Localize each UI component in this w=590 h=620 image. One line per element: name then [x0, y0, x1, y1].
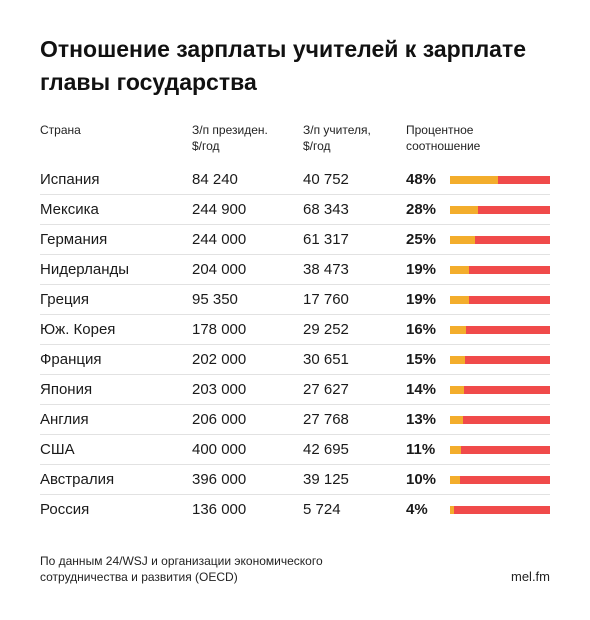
country-cell: Испания [40, 171, 100, 188]
column-header-teacher-salary: З/п учителя, $/год [303, 123, 371, 153]
country-cell: Греция [40, 291, 90, 308]
ratio-bar [450, 416, 550, 424]
teacher-salary-cell: 68 343 [303, 201, 349, 218]
ratio-bar [450, 236, 550, 244]
source-label: mel.fm [511, 569, 550, 584]
table-row: Юж. Корея 178 000 29 252 16% [40, 315, 550, 345]
president-salary-cell: 400 000 [192, 441, 247, 458]
ratio-bar [450, 176, 550, 184]
ratio-label: 25% [406, 231, 437, 248]
president-salary-cell: 396 000 [192, 471, 247, 488]
ratio-label: 15% [406, 351, 437, 368]
ratio-label: 16% [406, 321, 437, 338]
teacher-salary-cell: 39 125 [303, 471, 349, 488]
country-cell: Юж. Корея [40, 321, 116, 338]
data-table: Испания 84 240 40 752 48% Мексика 244 900 68 3… [40, 165, 550, 525]
ratio-bar [450, 296, 550, 304]
ratio-bar-fill [450, 296, 469, 304]
teacher-salary-cell: 29 252 [303, 321, 349, 338]
chart-title: Отношение зарплаты учителей к зарплате г… [40, 36, 527, 95]
country-cell: Австралия [40, 471, 115, 488]
table-row: Греция 95 350 17 760 19% [40, 285, 550, 315]
ratio-bar-fill [450, 506, 454, 514]
teacher-salary-cell: 5 724 [303, 501, 341, 518]
ratio-label: 13% [406, 411, 437, 428]
ratio-bar-fill [450, 266, 469, 274]
table-row: Австралия 396 000 39 125 10% [40, 465, 550, 495]
country-cell: США [40, 441, 75, 458]
ratio-bar [450, 326, 550, 334]
country-cell: Мексика [40, 201, 99, 218]
table-row: Франция 202 000 30 651 15% [40, 345, 550, 375]
president-salary-cell: 84 240 [192, 171, 238, 188]
country-cell: Россия [40, 501, 90, 518]
table-row: Япония 203 000 27 627 14% [40, 375, 550, 405]
ratio-label: 10% [406, 471, 437, 488]
table-row: Германия 244 000 61 317 25% [40, 225, 550, 255]
table-row: Россия 136 000 5 724 4% [40, 495, 550, 525]
country-cell: Нидерланды [40, 261, 130, 278]
ratio-bar-fill [450, 386, 464, 394]
ratio-label: 11% [406, 441, 436, 458]
teacher-salary-cell: 40 752 [303, 171, 349, 188]
ratio-bar [450, 206, 550, 214]
ratio-label: 28% [406, 201, 437, 218]
teacher-salary-cell: 27 768 [303, 411, 349, 428]
table-row: Англия 206 000 27 768 13% [40, 405, 550, 435]
country-cell: Франция [40, 351, 102, 368]
table-row: Нидерланды 204 000 38 473 19% [40, 255, 550, 285]
ratio-bar-fill [450, 326, 466, 334]
ratio-label: 4% [406, 501, 428, 518]
country-cell: Япония [40, 381, 93, 398]
teacher-salary-cell: 17 760 [303, 291, 349, 308]
ratio-bar [450, 386, 550, 394]
ratio-bar [450, 446, 550, 454]
teacher-salary-cell: 27 627 [303, 381, 349, 398]
ratio-bar-fill [450, 176, 498, 184]
ratio-bar [450, 266, 550, 274]
president-salary-cell: 136 000 [192, 501, 247, 518]
teacher-salary-cell: 38 473 [303, 261, 349, 278]
ratio-bar [450, 506, 550, 514]
footnote: По данным 24/WSJ и организации экономиче… [40, 554, 323, 584]
table-row: Мексика 244 900 68 343 28% [40, 195, 550, 225]
column-header-president-salary: З/п президен. $/год [192, 123, 268, 153]
column-header-country: Страна [40, 123, 81, 137]
president-salary-cell: 244 000 [192, 231, 247, 248]
ratio-label: 48% [406, 171, 437, 188]
ratio-label: 19% [406, 291, 437, 308]
president-salary-cell: 95 350 [192, 291, 238, 308]
president-salary-cell: 202 000 [192, 351, 247, 368]
president-salary-cell: 203 000 [192, 381, 247, 398]
president-salary-cell: 178 000 [192, 321, 247, 338]
ratio-bar-fill [450, 206, 478, 214]
ratio-label: 14% [406, 381, 437, 398]
ratio-bar-fill [450, 446, 461, 454]
country-cell: Германия [40, 231, 108, 248]
president-salary-cell: 244 900 [192, 201, 247, 218]
ratio-bar [450, 476, 550, 484]
ratio-bar [450, 356, 550, 364]
president-salary-cell: 206 000 [192, 411, 247, 428]
ratio-bar-fill [450, 476, 460, 484]
ratio-bar-fill [450, 356, 465, 364]
table-row: США 400 000 42 695 11% [40, 435, 550, 465]
teacher-salary-cell: 30 651 [303, 351, 349, 368]
table-row: Испания 84 240 40 752 48% [40, 165, 550, 195]
president-salary-cell: 204 000 [192, 261, 247, 278]
ratio-bar-fill [450, 416, 463, 424]
teacher-salary-cell: 61 317 [303, 231, 349, 248]
column-header-ratio: Процентное соотношение [406, 123, 481, 153]
ratio-bar-fill [450, 236, 475, 244]
ratio-label: 19% [406, 261, 437, 278]
country-cell: Англия [40, 411, 89, 428]
teacher-salary-cell: 42 695 [303, 441, 349, 458]
